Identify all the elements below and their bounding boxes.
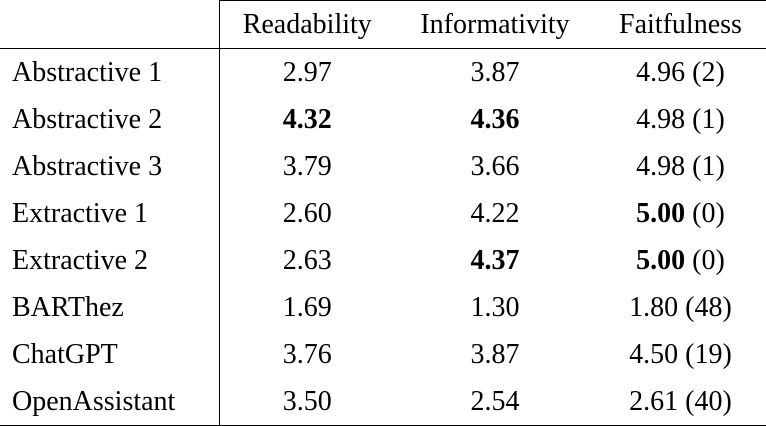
score: 1.80 [629, 291, 679, 323]
score: 4.22 [470, 197, 520, 229]
value-cell: 3.50 [219, 378, 395, 426]
score: 5.00 [636, 244, 686, 276]
value-cell: 3.79 [219, 143, 395, 190]
row-name: Abstractive 3 [0, 143, 220, 190]
value-cell: 5.00 (0) [595, 190, 766, 237]
score: 4.37 [470, 244, 520, 276]
count: (2) [692, 56, 725, 88]
score: 2.61 [629, 385, 679, 417]
row-name: Extractive 2 [0, 237, 220, 284]
column-header: Informativity [395, 0, 595, 49]
value-cell: 2.97 [219, 49, 395, 97]
count: (0) [692, 244, 725, 276]
value-cell: 3.76 [219, 331, 395, 378]
value-cell: 4.98 (1) [595, 143, 766, 190]
table-row: BARThez 1.69 1.30 1.80 (48) [0, 284, 766, 331]
score: 4.50 [629, 338, 679, 370]
row-name: BARThez [0, 284, 220, 331]
score: 4.98 [636, 103, 686, 135]
row-name: OpenAssistant [0, 378, 220, 426]
score: 2.63 [282, 244, 332, 276]
value-cell: 4.36 [395, 96, 595, 143]
row-name: ChatGPT [0, 331, 220, 378]
score: 2.60 [282, 197, 332, 229]
score: 1.30 [470, 291, 520, 323]
row-name: Extractive 1 [0, 190, 220, 237]
score: 3.87 [470, 56, 520, 88]
header-row: Readability Informativity Faitfulness [0, 0, 766, 49]
count: (1) [692, 103, 725, 135]
score: 3.76 [282, 338, 332, 370]
value-cell: 5.00 (0) [595, 237, 766, 284]
value-cell: 4.98 (1) [595, 96, 766, 143]
count: (0) [692, 197, 725, 229]
score: 3.79 [282, 150, 332, 182]
score: 3.87 [470, 338, 520, 370]
table-row: Abstractive 1 2.97 3.87 4.96 (2) [0, 48, 766, 97]
score: 5.00 [636, 197, 686, 229]
row-name: Abstractive 1 [0, 48, 220, 96]
score: 4.96 [636, 56, 686, 88]
value-cell: 4.22 [395, 190, 595, 237]
value-cell: 2.60 [219, 190, 395, 237]
value-cell: 4.96 (2) [595, 49, 766, 97]
count: (48) [685, 291, 732, 323]
value-cell: 3.87 [395, 49, 595, 97]
score: 3.66 [470, 150, 520, 182]
table-row: Extractive 2 2.63 4.37 5.00 (0) [0, 237, 766, 284]
column-header: Faitfulness [595, 0, 766, 49]
score: 1.69 [282, 291, 332, 323]
value-cell: 2.63 [219, 237, 395, 284]
table-row: OpenAssistant 3.50 2.54 2.61 (40) [0, 378, 766, 426]
value-cell: 4.37 [395, 237, 595, 284]
score: 4.98 [636, 150, 686, 182]
corner-cell [0, 0, 220, 49]
table-row: Abstractive 3 3.79 3.66 4.98 (1) [0, 143, 766, 190]
value-cell: 1.30 [395, 284, 595, 331]
table-row: Abstractive 2 4.32 4.36 4.98 (1) [0, 96, 766, 143]
table-row: Extractive 1 2.60 4.22 5.00 (0) [0, 190, 766, 237]
value-cell: 2.54 [395, 378, 595, 426]
score: 4.32 [282, 103, 332, 135]
score: 3.50 [282, 385, 332, 417]
value-cell: 4.50 (19) [595, 331, 766, 378]
count: (1) [692, 150, 725, 182]
row-name: Abstractive 2 [0, 96, 220, 143]
score: 2.54 [470, 385, 520, 417]
score: 4.36 [470, 103, 520, 135]
count: (19) [685, 338, 732, 370]
value-cell: 4.32 [219, 96, 395, 143]
column-header: Readability [219, 0, 395, 49]
table-row: ChatGPT 3.76 3.87 4.50 (19) [0, 331, 766, 378]
value-cell: 2.61 (40) [595, 378, 766, 426]
value-cell: 3.66 [395, 143, 595, 190]
value-cell: 1.69 [219, 284, 395, 331]
table-body: Abstractive 1 2.97 3.87 4.96 (2) Abstractive… [0, 48, 766, 426]
value-cell: 1.80 (48) [595, 284, 766, 331]
score: 2.97 [282, 56, 332, 88]
value-cell: 3.87 [395, 331, 595, 378]
count: (40) [685, 385, 732, 417]
